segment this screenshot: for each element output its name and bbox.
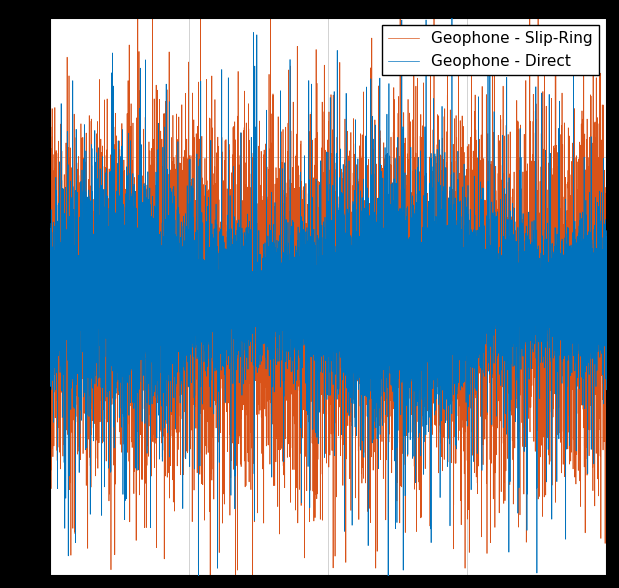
Geophone - Direct — [48, 328, 56, 335]
Geophone - Direct — [318, 265, 326, 272]
Geophone - Slip-Ring — [318, 388, 326, 395]
Geophone - Slip-Ring — [573, 195, 581, 202]
Geophone - Direct — [79, 318, 87, 325]
Legend: Geophone - Slip-Ring, Geophone - Direct: Geophone - Slip-Ring, Geophone - Direct — [383, 25, 599, 75]
Geophone - Direct — [46, 270, 53, 278]
Geophone - Direct — [155, 296, 162, 303]
Geophone - Slip-Ring — [79, 134, 87, 141]
Geophone - Slip-Ring — [603, 403, 610, 410]
Line: Geophone - Slip-Ring: Geophone - Slip-Ring — [50, 0, 607, 588]
Geophone - Direct — [69, 276, 76, 283]
Line: Geophone - Direct: Geophone - Direct — [50, 0, 607, 588]
Geophone - Slip-Ring — [48, 445, 56, 452]
Geophone - Direct — [603, 263, 610, 270]
Geophone - Direct — [573, 233, 581, 240]
Geophone - Slip-Ring — [46, 152, 53, 159]
Geophone - Slip-Ring — [69, 305, 76, 312]
Geophone - Slip-Ring — [155, 215, 163, 222]
